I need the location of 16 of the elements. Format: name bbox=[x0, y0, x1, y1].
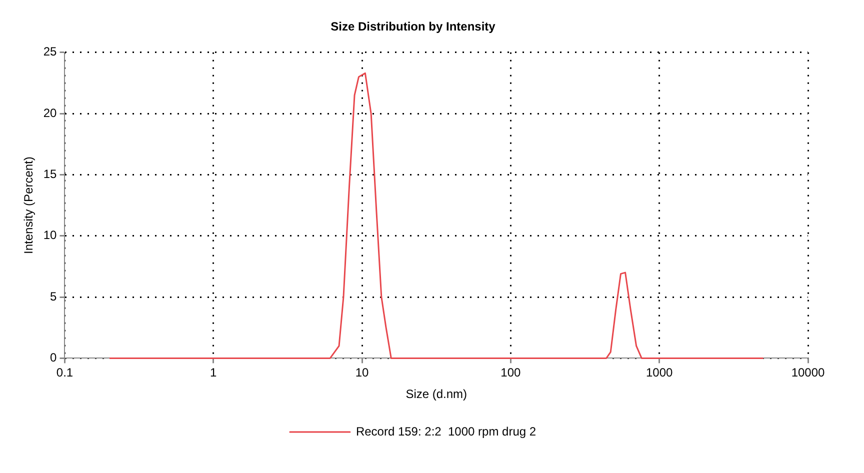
x-tick-label: 1000 bbox=[646, 366, 674, 380]
y-tick-label: 10 bbox=[43, 228, 58, 242]
y-tick-label: 5 bbox=[50, 289, 58, 304]
y-tick-label: 20 bbox=[43, 106, 58, 120]
y-tick-label: 25 bbox=[43, 44, 58, 59]
x-tick-label: 0.1 bbox=[56, 366, 74, 380]
y-tick-label: 15 bbox=[43, 167, 58, 182]
legend-label: Record 159: 2:2 1000 rpm drug 2 bbox=[356, 424, 536, 438]
x-axis-title: Size (d.nm) bbox=[406, 387, 468, 402]
chart-title: Size Distribution by Intensity bbox=[330, 20, 496, 34]
y-tick-label: 0 bbox=[50, 350, 58, 365]
x-tick-label: 100 bbox=[500, 366, 522, 380]
x-tick-label: 10 bbox=[355, 366, 370, 380]
x-tick-label: 1 bbox=[210, 366, 218, 380]
y-axis-title: Intensity (Percent) bbox=[22, 156, 36, 254]
x-tick-label: 10000 bbox=[791, 366, 826, 380]
